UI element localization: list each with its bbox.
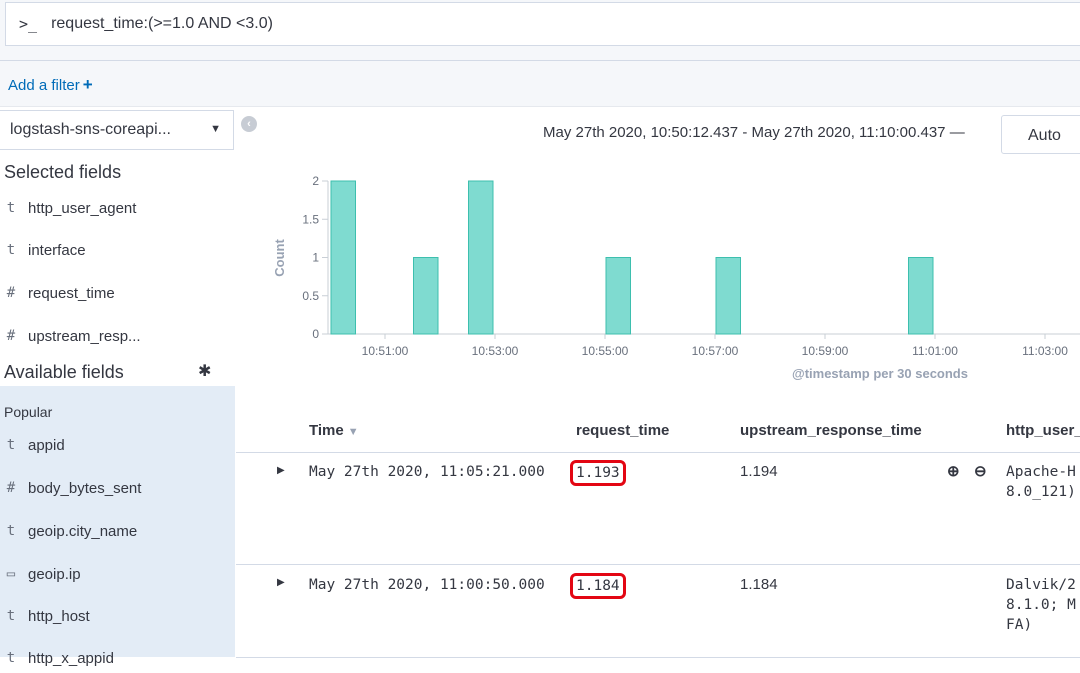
plus-icon: + xyxy=(82,75,93,94)
field-name: appid xyxy=(28,436,65,454)
y-tick-label: 2 xyxy=(312,174,319,188)
string-type-icon: t xyxy=(6,523,16,539)
number-type-icon: # xyxy=(6,285,16,301)
time-range-text: May 27th 2020, 10:50:12.437 - May 27th 2… xyxy=(543,124,965,141)
column-header-upstream-response-time[interactable]: upstream_response_time xyxy=(740,422,922,439)
interval-select[interactable]: Auto xyxy=(1001,115,1080,154)
x-tick-label: 10:57:00 xyxy=(692,344,739,358)
available-field-item[interactable]: t geoip.city_name xyxy=(0,516,236,546)
table-header: Time ▼ request_time upstream_response_tim… xyxy=(236,420,1080,453)
number-type-icon: # xyxy=(6,480,16,496)
selected-fields-title: Selected fields xyxy=(4,162,122,182)
field-name: interface xyxy=(28,241,86,259)
sort-down-icon[interactable]: ▼ xyxy=(347,426,359,438)
field-name: body_bytes_sent xyxy=(28,479,142,497)
x-tick-label: 11:03:00 xyxy=(1022,344,1068,358)
table-row: ▶ May 27th 2020, 11:00:50.000 1.184 1.18… xyxy=(236,565,1080,658)
cell-request-time: 1.184 xyxy=(570,573,626,599)
x-tick-label: 10:55:00 xyxy=(582,344,629,358)
selected-field-item[interactable]: # upstream_resp... xyxy=(0,321,236,351)
field-name: geoip.ip xyxy=(28,565,81,583)
main-panel: May 27th 2020, 10:50:12.437 - May 27th 2… xyxy=(236,107,1080,658)
terminal-prompt-icon: >_ xyxy=(19,15,38,33)
caret-down-icon: ▼ xyxy=(210,123,221,135)
histogram-bar xyxy=(605,257,631,335)
cell-request-time: 1.193 xyxy=(570,460,626,486)
histogram-bar xyxy=(908,257,934,335)
field-name: upstream_resp... xyxy=(28,327,141,345)
available-fields-panel xyxy=(0,386,235,657)
cell-upstream-response-time: 1.194 xyxy=(740,463,778,480)
cell-time: May 27th 2020, 11:00:50.000 xyxy=(309,577,545,593)
zoom-in-icon[interactable]: ⊕ xyxy=(947,463,960,480)
x-tick-label: 10:59:00 xyxy=(802,344,849,358)
gear-icon[interactable]: ✱ xyxy=(198,363,212,380)
histogram-bar xyxy=(413,257,439,335)
field-name: http_x_appid xyxy=(28,649,114,667)
number-type-icon: # xyxy=(6,328,16,344)
x-axis-label: @timestamp per 30 seconds xyxy=(792,366,968,381)
cell-http-user-agent: Dalvik/2 8.1.0; M FA) xyxy=(1006,577,1076,633)
string-type-icon: t xyxy=(6,242,16,258)
index-pattern-name: logstash-sns-coreapi... xyxy=(10,121,171,138)
histogram-bar xyxy=(715,257,741,335)
add-filter-label: Add a filter xyxy=(8,77,80,94)
ip-type-icon: ▭ xyxy=(6,566,16,582)
available-field-item[interactable]: t http_host xyxy=(0,601,236,631)
selected-field-item[interactable]: t http_user_agent xyxy=(0,193,236,223)
cell-http-user-agent: Apache-H 8.0_121) xyxy=(1006,464,1076,500)
x-tick-label: 10:53:00 xyxy=(472,344,519,358)
zoom-out-icon[interactable]: ⊖ xyxy=(974,463,987,480)
popular-label: Popular xyxy=(4,404,53,420)
filter-bar: Add a filter + xyxy=(0,60,1080,107)
query-text[interactable]: request_time:(>=1.0 AND <3.0) xyxy=(51,15,273,32)
x-tick-label: 11:01:00 xyxy=(912,344,958,358)
query-input[interactable]: >_ request_time:(>=1.0 AND <3.0) xyxy=(5,2,1080,46)
field-name: geoip.city_name xyxy=(28,522,138,540)
query-bar: >_ request_time:(>=1.0 AND <3.0) xyxy=(0,0,1080,60)
y-tick-label: 0 xyxy=(312,327,319,341)
string-type-icon: t xyxy=(6,608,16,624)
field-sidebar: logstash-sns-coreapi... ▼ Selected field… xyxy=(0,107,236,667)
table-row: ▶ May 27th 2020, 11:05:21.000 1.193 1.19… xyxy=(236,453,1080,565)
cell-upstream-response-time: 1.184 xyxy=(740,576,778,593)
column-header-http-user-agent[interactable]: http_user_ xyxy=(1006,422,1080,439)
string-type-icon: t xyxy=(6,200,16,216)
y-tick-label: 1 xyxy=(312,251,319,265)
selected-field-item[interactable]: t interface xyxy=(0,235,236,265)
field-name: request_time xyxy=(28,284,115,302)
selected-field-item[interactable]: # request_time xyxy=(0,278,236,308)
column-header-request-time[interactable]: request_time xyxy=(576,422,670,439)
available-field-item[interactable]: ▭ geoip.ip xyxy=(0,559,236,589)
index-pattern-select[interactable]: logstash-sns-coreapi... ▼ xyxy=(0,110,234,150)
histogram-bar xyxy=(330,180,356,335)
histogram-bar xyxy=(468,180,494,335)
column-header-time[interactable]: Time ▼ xyxy=(309,422,359,439)
y-tick-label: 0.5 xyxy=(302,289,319,303)
collapse-sidebar-icon[interactable]: ‹ xyxy=(241,116,257,132)
available-fields-title: Available fields xyxy=(4,362,124,382)
available-field-item[interactable]: t appid xyxy=(0,430,236,460)
histogram-chart: Count 0 0.5 1 1.5 2 10:51:00 10:53:00 10:55:00 10… xyxy=(272,174,1080,381)
string-type-icon: t xyxy=(6,437,16,453)
add-filter-button[interactable]: Add a filter + xyxy=(8,75,93,95)
available-field-item[interactable]: # body_bytes_sent xyxy=(0,473,236,503)
field-name: http_user_agent xyxy=(28,199,137,217)
x-tick-label: 10:51:00 xyxy=(362,344,409,358)
field-name: http_host xyxy=(28,607,90,625)
y-axis-label: Count xyxy=(272,239,287,277)
y-tick-label: 1.5 xyxy=(302,212,319,226)
cell-time: May 27th 2020, 11:05:21.000 xyxy=(309,464,545,480)
expand-row-icon[interactable]: ▶ xyxy=(277,465,285,476)
string-type-icon: t xyxy=(6,650,16,666)
available-field-item[interactable]: t http_x_appid xyxy=(0,643,236,673)
expand-row-icon[interactable]: ▶ xyxy=(277,577,285,588)
